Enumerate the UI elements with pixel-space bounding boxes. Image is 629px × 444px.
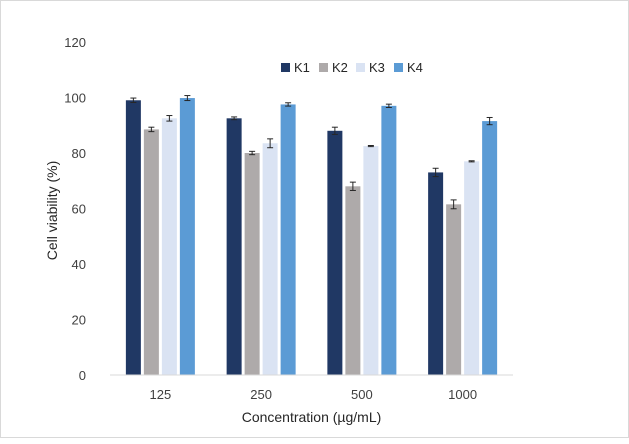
error-bar [385, 103, 392, 108]
x-axis-ticks: 125 250 500 1000 [150, 387, 478, 402]
error-bar [130, 97, 137, 103]
error-bar [450, 199, 457, 210]
error-bar [249, 150, 256, 156]
x-axis-title: Concentration (µg/mL) [242, 409, 382, 425]
legend-item-k1: K1 [281, 60, 310, 75]
legend-item-k4: K4 [394, 60, 423, 75]
y-axis-title: Cell viability (%) [44, 161, 60, 261]
bar-series [125, 95, 498, 376]
error-bar [468, 160, 475, 163]
bar-k1-1000 [428, 172, 444, 375]
legend-label: K2 [332, 60, 348, 75]
bar-k3-125 [161, 118, 177, 375]
bar-k1-125 [125, 100, 141, 376]
legend-swatch [319, 63, 328, 72]
x-tick-label: 250 [250, 387, 272, 402]
bar-k2-1000 [446, 204, 462, 375]
bar-k1-500 [327, 130, 343, 375]
x-tick-label: 1000 [448, 387, 477, 402]
bar-k2-125 [143, 129, 159, 375]
y-tick-label: 80 [72, 146, 86, 161]
error-bar [367, 145, 374, 148]
bar-k1-250 [226, 118, 242, 375]
error-bar [166, 115, 173, 122]
bar-k4-500 [381, 105, 397, 375]
y-tick-label: 40 [72, 257, 86, 272]
y-axis-ticks: 0 20 40 60 80 100 120 [64, 35, 86, 383]
error-bar [285, 102, 292, 107]
y-tick-label: 60 [72, 202, 86, 217]
legend-swatch [281, 63, 290, 72]
bar-k3-1000 [464, 161, 480, 375]
legend-item-k2: K2 [319, 60, 348, 75]
error-bar [231, 116, 238, 121]
legend-label: K1 [294, 60, 310, 75]
bar-k2-500 [345, 186, 361, 375]
y-tick-label: 20 [72, 313, 86, 328]
x-tick-label: 125 [150, 387, 172, 402]
bar-k3-500 [363, 146, 379, 375]
error-bar [486, 116, 493, 126]
bar-k4-125 [179, 98, 195, 376]
bar-k4-250 [280, 104, 296, 375]
error-bar [349, 181, 356, 191]
legend-swatch [356, 63, 365, 72]
error-bar [432, 167, 439, 178]
legend-item-k3: K3 [356, 60, 385, 75]
bar-k2-250 [244, 153, 260, 375]
error-bar [148, 126, 155, 133]
bar-k4-1000 [482, 121, 498, 376]
legend: K1 K2 K3 K4 [281, 60, 423, 75]
error-bar [267, 138, 274, 149]
error-bar [331, 126, 338, 135]
y-tick-label: 120 [64, 35, 86, 50]
error-bar [184, 95, 191, 102]
y-tick-label: 0 [79, 368, 86, 383]
legend-label: K4 [407, 60, 423, 75]
legend-swatch [394, 63, 403, 72]
y-tick-label: 100 [64, 91, 86, 106]
x-tick-label: 500 [351, 387, 373, 402]
legend-label: K3 [369, 60, 385, 75]
bar-k3-250 [262, 143, 278, 375]
